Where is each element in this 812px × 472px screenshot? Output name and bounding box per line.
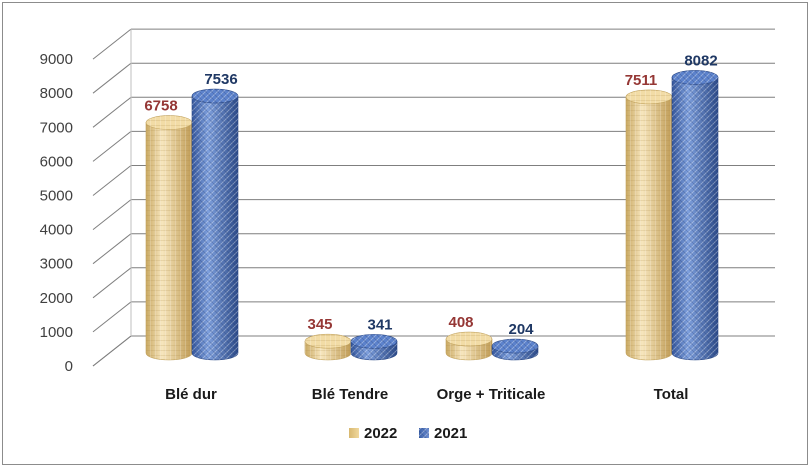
- bar-top-texture: [446, 332, 492, 347]
- bar-2022-0: [145, 115, 193, 361]
- bar-2021-3: [671, 70, 719, 361]
- bar-texture: [672, 77, 718, 360]
- y-tick-label: 8000: [40, 85, 73, 102]
- y-tick-label: 4000: [40, 222, 73, 239]
- y-axis-ticks: 0 1000 2000 3000 4000 5000 6000 7000 8000 9000: [40, 51, 73, 375]
- gridline-side: [92, 233, 132, 265]
- data-label-2022-2: 408: [448, 314, 473, 331]
- bar-2021-1: [350, 334, 398, 361]
- legend-swatch-2022: [349, 428, 359, 438]
- bar-top-texture: [626, 89, 672, 104]
- bar-top-texture: [146, 115, 192, 130]
- legend: 2022 2021: [349, 425, 467, 442]
- y-tick-label: 1000: [40, 324, 73, 341]
- bar-texture: [146, 122, 192, 360]
- bar-2022-3: [625, 89, 673, 361]
- data-labels: 6758 7536 345 341 408 204 7511 8082: [144, 52, 717, 338]
- gridline-side: [92, 165, 132, 196]
- data-label-2021-0: 7536: [204, 71, 237, 88]
- bar-top-texture: [672, 70, 718, 85]
- category-label: Total: [654, 386, 689, 403]
- data-label-2021-1: 341: [367, 316, 392, 333]
- legend-swatch-texture: [419, 428, 429, 438]
- bar-top-texture: [351, 334, 397, 349]
- chart-frame: 0 1000 2000 3000 4000 5000 6000 7000 8000 9000 67…: [2, 2, 808, 465]
- bar-2022-2: [445, 331, 493, 361]
- data-label-2022-1: 345: [307, 316, 332, 333]
- gridline-side: [92, 267, 132, 299]
- y-tick-label: 9000: [40, 51, 73, 68]
- y-tick-label: 6000: [40, 153, 73, 170]
- gridline-side: [92, 335, 132, 367]
- gridline-side: [92, 62, 132, 94]
- legend-label-2022: 2022: [364, 425, 397, 442]
- bars: [145, 70, 719, 361]
- legend-label-2021: 2021: [434, 425, 467, 442]
- data-label-2021-2: 204: [508, 321, 534, 338]
- gridline-side: [92, 131, 132, 162]
- y-tick-label: 7000: [40, 119, 73, 136]
- category-label: Orge + Triticale: [437, 386, 546, 403]
- gridline-side: [92, 28, 132, 60]
- category-label: Blé Tendre: [312, 386, 388, 403]
- bar-2021-0: [191, 88, 239, 361]
- y-tick-label: 0: [65, 358, 73, 375]
- gridline-side: [92, 199, 132, 230]
- bar-texture: [626, 96, 672, 360]
- gridline-side: [92, 96, 132, 128]
- y-tick-label: 5000: [40, 188, 73, 205]
- bar-2021-2: [491, 338, 539, 361]
- bar-2022-1: [304, 333, 352, 361]
- bar-chart: 0 1000 2000 3000 4000 5000 6000 7000 8000 9000 67…: [40, 28, 775, 442]
- bar-texture: [192, 96, 238, 360]
- x-axis-categories: Blé dur Blé Tendre Orge + Triticale Total: [165, 386, 688, 403]
- bar-top-texture: [492, 339, 538, 354]
- data-label-2022-3: 7511: [625, 72, 658, 89]
- data-label-2021-3: 8082: [684, 52, 717, 69]
- gridline-side: [92, 301, 132, 333]
- category-label: Blé dur: [165, 386, 217, 403]
- y-tick-label: 3000: [40, 256, 73, 273]
- bar-top-texture: [305, 334, 351, 349]
- bar-top-texture: [192, 89, 238, 104]
- y-tick-label: 2000: [40, 290, 73, 307]
- data-label-2022-0: 6758: [144, 98, 177, 115]
